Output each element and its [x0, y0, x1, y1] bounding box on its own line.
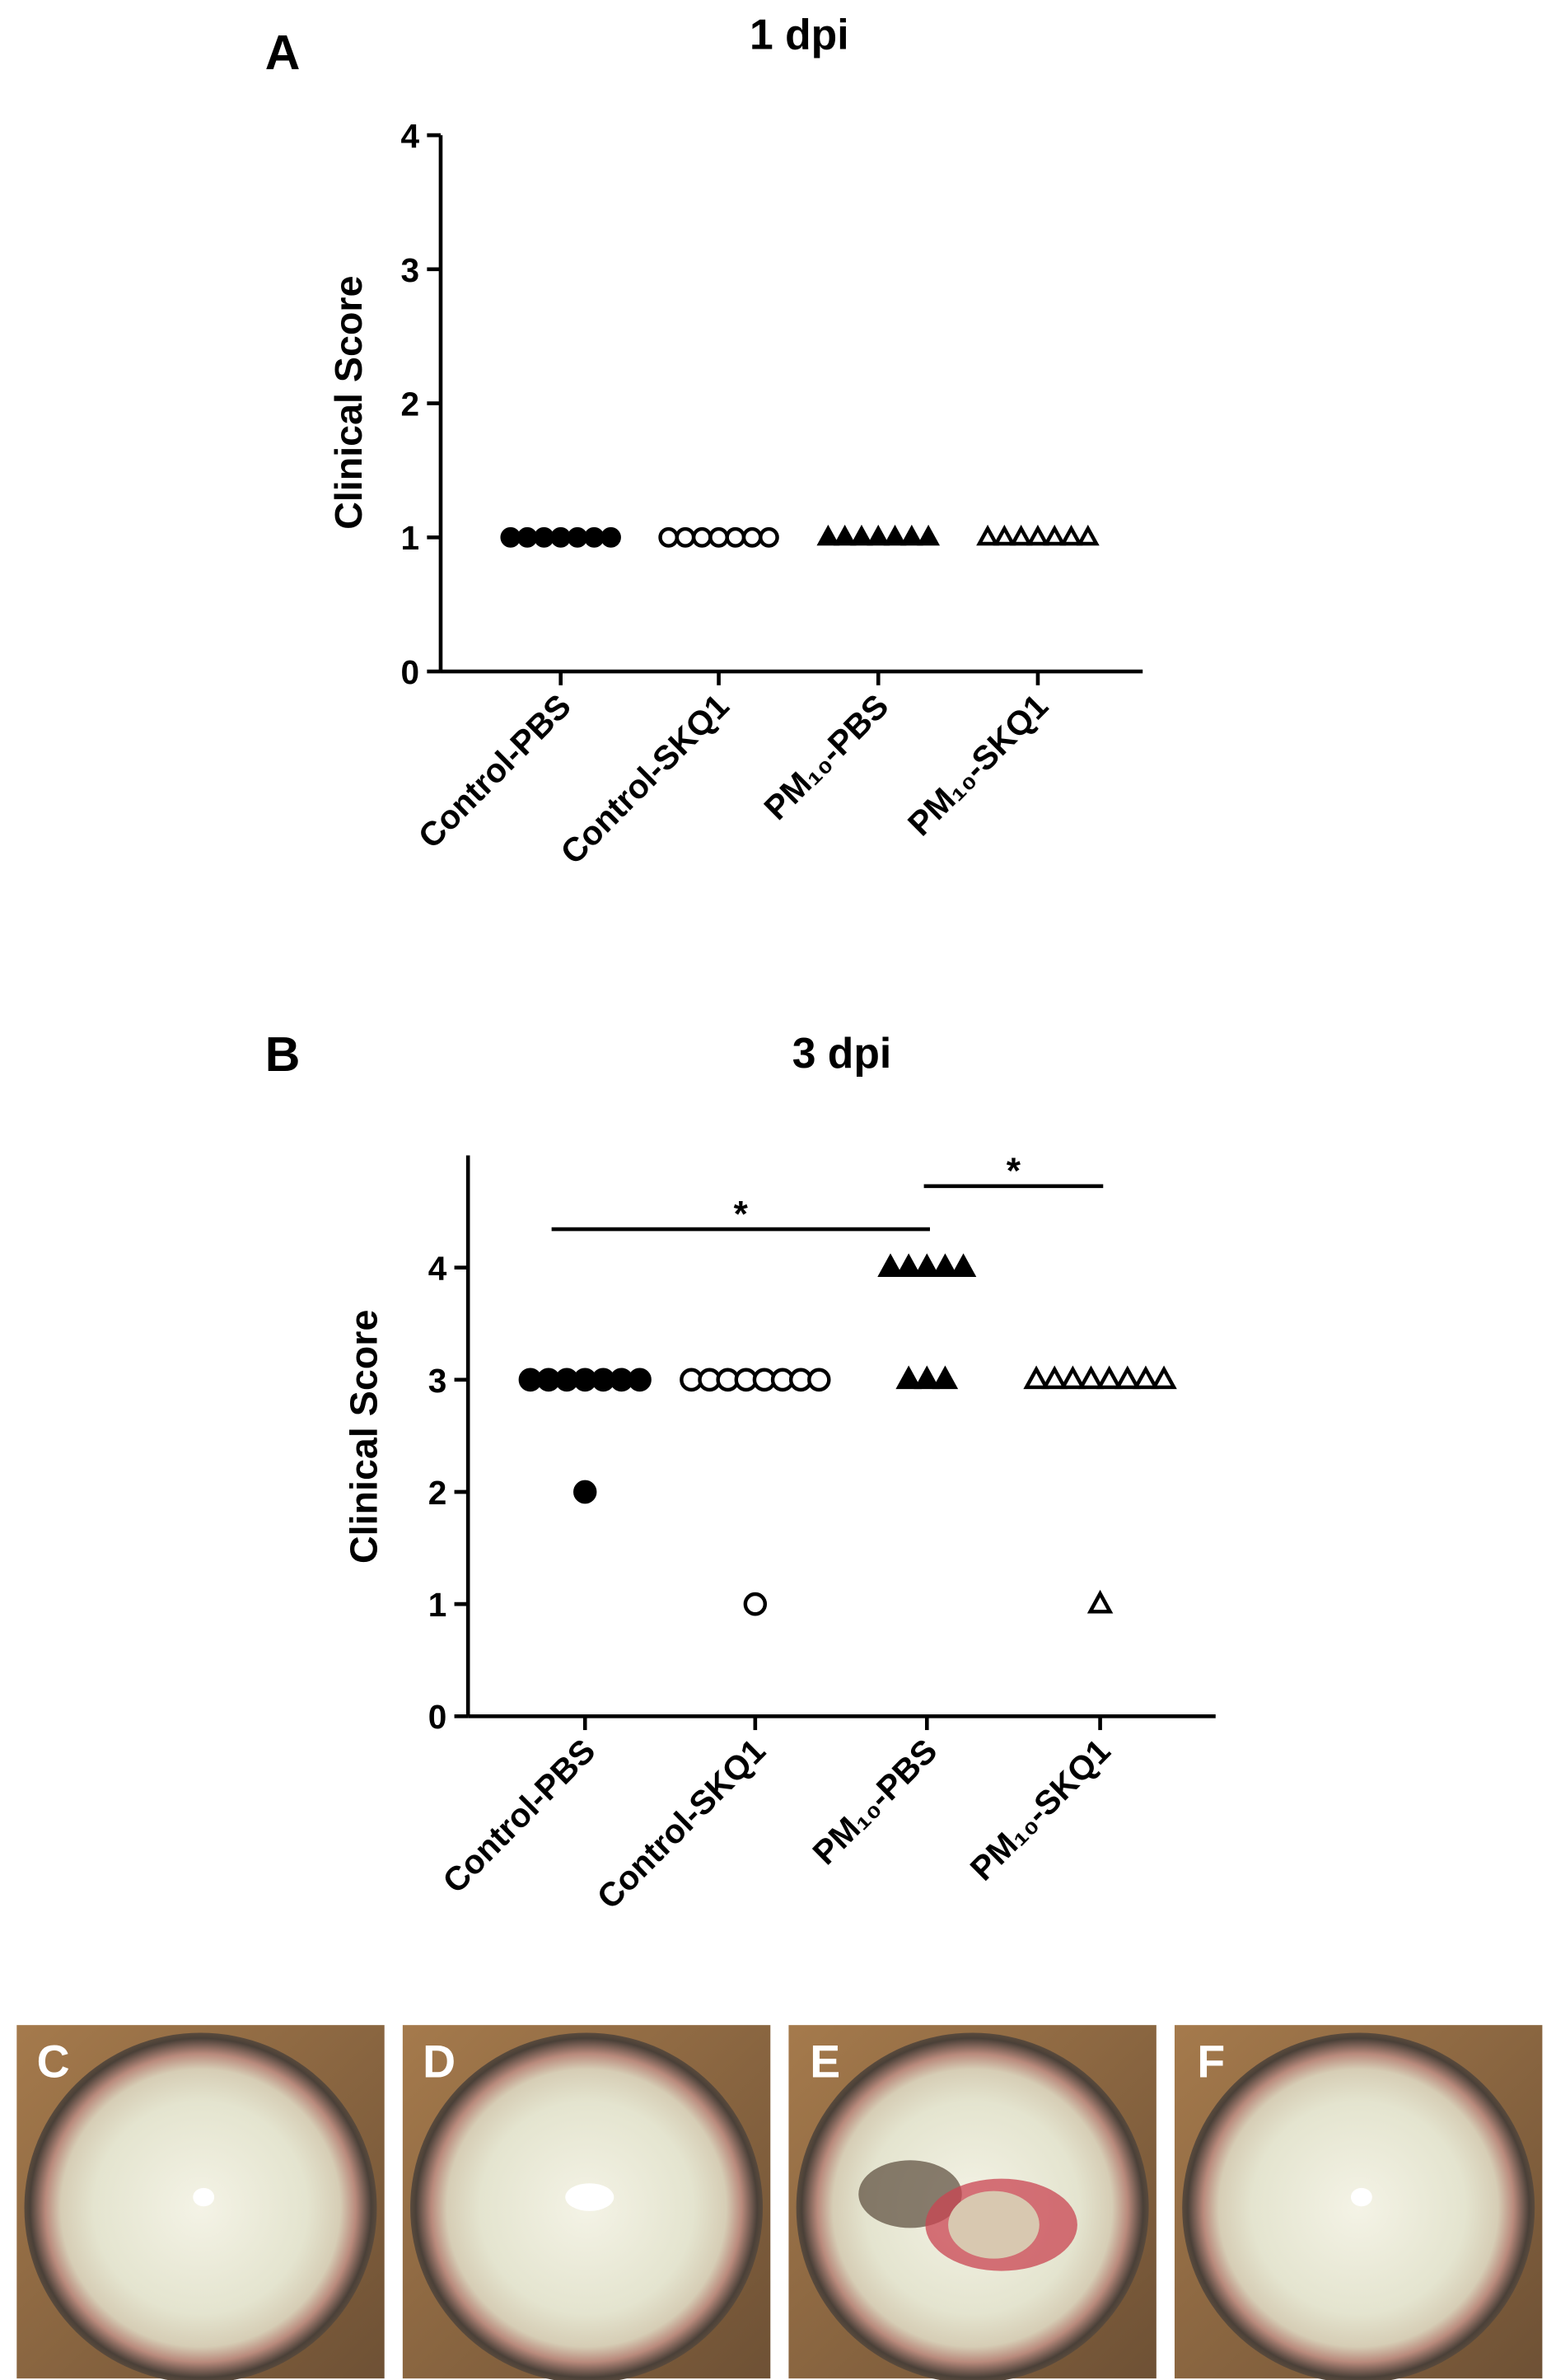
x-tick-label: PM₁₀-SKQ1 [963, 1732, 1118, 1888]
data-point [628, 1368, 652, 1392]
data-point [1133, 1365, 1159, 1390]
panel-letter: A [265, 25, 301, 80]
data-point [741, 526, 763, 548]
chart-title: 1 dpi [750, 11, 849, 58]
y-axis-label: Clinical Score [343, 1310, 385, 1564]
data-point [534, 526, 554, 548]
eye [1182, 2032, 1535, 2380]
data-point [807, 1368, 831, 1392]
x-tick-label: Control-PBS [411, 686, 578, 855]
data-point [1043, 524, 1067, 546]
data-point [725, 526, 746, 548]
y-tick-label: 3 [401, 251, 420, 289]
y-tick-label: 3 [428, 1362, 447, 1400]
y-tick-label: 1 [428, 1586, 447, 1624]
data-point [833, 524, 857, 546]
data-point [675, 526, 696, 548]
panel-letter: B [265, 1026, 301, 1082]
data-point [1114, 1365, 1141, 1390]
significance-label: * [734, 1194, 749, 1234]
photo-label: C [37, 2036, 70, 2087]
data-point [1151, 1365, 1177, 1390]
data-point [1023, 1365, 1049, 1390]
y-tick-label: 0 [428, 1698, 447, 1736]
data-point [850, 524, 873, 546]
y-tick-label: 1 [401, 519, 420, 557]
data-point [867, 524, 890, 546]
y-axis-label: Clinical Score [327, 275, 370, 529]
data-point [1086, 1589, 1114, 1614]
data-point [1076, 524, 1100, 546]
chart-title: 3 dpi [792, 1030, 892, 1078]
data-point [993, 524, 1016, 546]
data-point [550, 526, 572, 548]
data-point [743, 1592, 768, 1616]
photo-label: E [810, 2036, 840, 2087]
data-point [895, 1253, 922, 1278]
x-tick-label: Control-SKQ1 [590, 1732, 773, 1916]
data-point [600, 526, 621, 548]
data-point [932, 1253, 959, 1278]
y-tick-label: 2 [428, 1474, 447, 1512]
y-tick-label: 2 [401, 385, 420, 423]
x-tick-label: Control-SKQ1 [554, 686, 736, 871]
data-point [877, 1253, 904, 1278]
data-point [895, 1365, 922, 1390]
data-point [691, 526, 713, 548]
data-point [899, 524, 923, 546]
data-point [573, 1480, 597, 1504]
data-point [816, 524, 840, 546]
data-point [1041, 1365, 1068, 1390]
photo-label: D [423, 2036, 456, 2087]
data-point [500, 526, 521, 548]
reflection [1350, 2187, 1372, 2207]
data-point [658, 526, 680, 548]
data-point [1096, 1365, 1123, 1390]
data-point [914, 1253, 941, 1278]
x-tick-label: Control-PBS [435, 1732, 602, 1901]
data-point [1059, 524, 1083, 546]
data-point [708, 526, 729, 548]
y-tick-label: 0 [401, 653, 420, 691]
y-tick-label: 4 [401, 117, 420, 155]
x-tick-label: PM₁₀-SKQ1 [900, 686, 1055, 843]
data-point [976, 524, 999, 546]
photo-label: F [1197, 2036, 1225, 2087]
data-point [583, 526, 605, 548]
data-point [567, 526, 588, 548]
data-point [1077, 1365, 1105, 1390]
eye [24, 2032, 377, 2380]
data-point [516, 526, 538, 548]
lesion-core [948, 2191, 1040, 2259]
reflection [565, 2183, 614, 2211]
x-tick-label: PM₁₀-PBS [757, 686, 896, 827]
data-point [914, 1365, 941, 1390]
data-point [759, 526, 779, 548]
data-point [1009, 524, 1033, 546]
data-point [917, 524, 941, 546]
significance-label: * [1007, 1151, 1021, 1191]
data-point [1026, 524, 1049, 546]
data-point [883, 524, 907, 546]
data-point [932, 1365, 959, 1390]
reflection [193, 2187, 215, 2207]
data-point [1059, 1365, 1086, 1390]
x-tick-label: PM₁₀-PBS [806, 1732, 945, 1873]
data-point [950, 1253, 977, 1278]
y-tick-label: 4 [428, 1249, 447, 1287]
